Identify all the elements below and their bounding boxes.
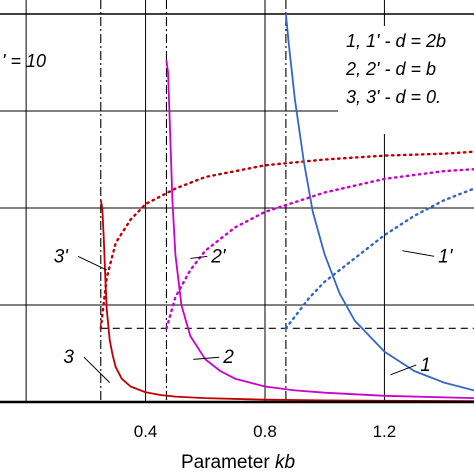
parameter-note: ' = 10	[2, 51, 46, 71]
series-3	[99, 199, 474, 403]
x-axis-label-var: kb	[275, 452, 295, 473]
legend-entry: 3, 3' - d = 0.	[346, 87, 441, 107]
curve-label-leader	[402, 250, 435, 257]
x-axis-label-prefix: Parameter	[181, 452, 275, 473]
x-tick-label: 0.4	[134, 422, 158, 441]
series-1	[284, 13, 474, 392]
x-axis-label: Parameter kb	[181, 452, 295, 473]
curve-labels: 3 3' 2 2' 1 1'	[54, 246, 454, 383]
curve-label: 1	[420, 355, 431, 376]
series-1-prime	[284, 187, 474, 330]
curve-label: 2	[222, 347, 234, 368]
curve-label-leader	[83, 356, 111, 383]
series-lines	[99, 13, 474, 403]
curve-label-leader	[390, 364, 417, 376]
series-2	[165, 59, 474, 400]
curve-label: 3	[63, 347, 74, 368]
series-3-prime	[99, 150, 474, 330]
x-tick-label: 1.2	[373, 422, 397, 441]
x-tick-label: 0.8	[253, 422, 277, 441]
legend-box	[338, 26, 474, 134]
legend-entry: 2, 2' - d = b	[345, 59, 436, 79]
curve-label: 3'	[54, 246, 70, 267]
curve-label: 1'	[438, 246, 454, 267]
legend: 1, 1' - d = 2b 2, 2' - d = b 3, 3' - d = 0…	[338, 26, 474, 134]
series-2-prime	[165, 167, 474, 330]
curve-label-leader	[193, 356, 220, 360]
x-tick-labels: 0.4 0.8 1.2	[134, 422, 397, 441]
legend-entry: 1, 1' - d = 2b	[346, 31, 446, 51]
curve-label-leader	[77, 255, 107, 271]
curve-label: 2'	[210, 246, 227, 267]
curve-label-leader	[190, 255, 208, 259]
